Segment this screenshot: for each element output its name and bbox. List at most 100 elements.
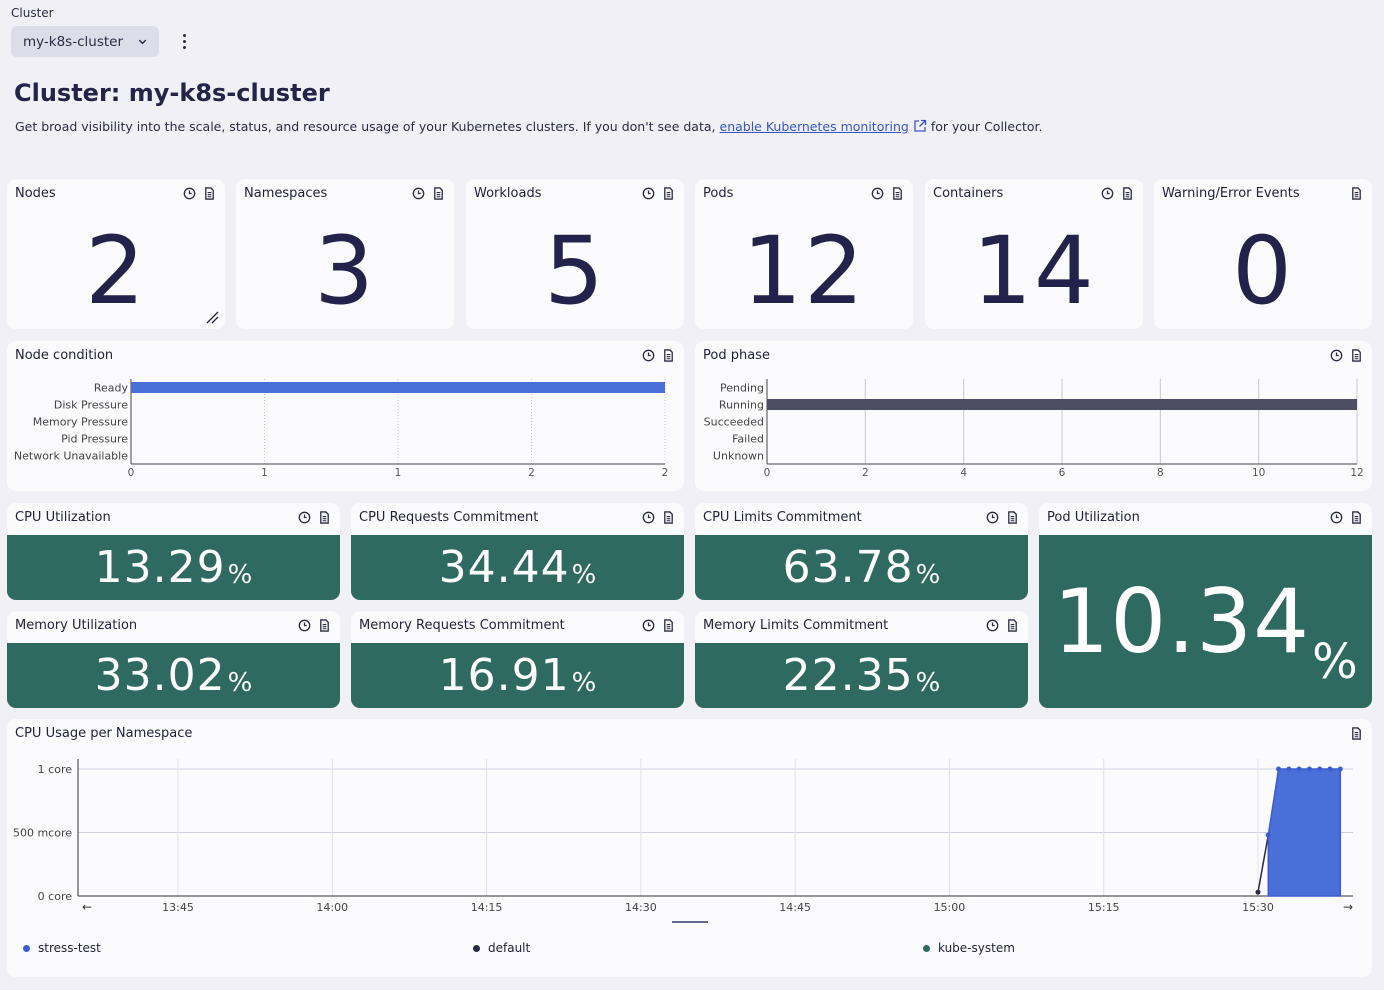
value-tile: 34.44%: [351, 535, 684, 600]
document-icon[interactable]: [1350, 349, 1363, 362]
card-title: Pod Utilization: [1047, 510, 1140, 525]
clock-icon[interactable]: [986, 619, 999, 632]
card-title: Nodes: [15, 186, 56, 201]
stat-value: 14: [972, 217, 1096, 326]
card-actions: [986, 619, 1019, 632]
series-line-default: [1257, 834, 1270, 893]
cpu-requests-card: CPU Requests Commitment 34.44%: [351, 503, 684, 600]
y-tick-label: 1 core: [38, 763, 73, 776]
document-icon[interactable]: [1350, 727, 1363, 740]
memory-requests-card: Memory Requests Commitment 16.91%: [351, 611, 684, 708]
card-title: Memory Limits Commitment: [703, 618, 889, 633]
x-tick-label: 10: [1252, 467, 1265, 479]
document-icon[interactable]: [1121, 187, 1134, 200]
clock-icon[interactable]: [183, 187, 196, 200]
clock-icon[interactable]: [298, 619, 311, 632]
x-tick-label: 6: [1059, 467, 1066, 479]
x-tick-label: 14:15: [471, 901, 503, 914]
cluster-label: Cluster: [11, 6, 54, 20]
percent-unit: %: [571, 668, 597, 698]
document-icon[interactable]: [1006, 619, 1019, 632]
clock-icon[interactable]: [642, 187, 655, 200]
data-point-stress-test: [1276, 766, 1282, 772]
enable-monitoring-link[interactable]: enable Kubernetes monitoring: [719, 119, 909, 134]
document-icon[interactable]: [318, 511, 331, 524]
document-icon[interactable]: [662, 349, 675, 362]
clock-icon[interactable]: [642, 619, 655, 632]
value-tile: 33.02%: [7, 643, 340, 708]
card-actions: [642, 349, 675, 362]
data-point-default: [1255, 889, 1261, 895]
clock-icon[interactable]: [871, 187, 884, 200]
document-icon[interactable]: [891, 187, 904, 200]
document-icon[interactable]: [662, 619, 675, 632]
clock-icon[interactable]: [1101, 187, 1114, 200]
node-condition-chart: 0 1 1 2 2 Ready Disk Pressure Memory Pressure Pi…: [14, 379, 668, 479]
card-title: Memory Utilization: [15, 618, 138, 633]
y-tick-label: 0 core: [38, 890, 73, 903]
category-label: Network Unavailable: [14, 450, 128, 463]
card-title: CPU Utilization: [15, 510, 111, 525]
document-icon[interactable]: [203, 187, 216, 200]
card-actions: [1101, 187, 1134, 200]
pod-phase-card: Pod phase 0 2 4 6 8 10 12 Pending Running Succeed…: [695, 341, 1372, 491]
x-tick-label: 12: [1350, 467, 1363, 479]
data-point-stress-test: [1286, 766, 1292, 772]
x-tick-label: 15:30: [1242, 901, 1274, 914]
percent-value: 34.44: [438, 542, 570, 593]
percent-unit: %: [571, 560, 597, 590]
document-icon[interactable]: [318, 619, 331, 632]
legend-item-default[interactable]: default: [473, 941, 530, 955]
legend-item-kube-system[interactable]: kube-system: [923, 941, 1015, 955]
stat-card-nodes: Nodes 2: [7, 179, 225, 329]
card-actions: [1350, 727, 1363, 740]
cluster-select-value: my-k8s-cluster: [23, 33, 123, 50]
document-icon[interactable]: [1350, 187, 1363, 200]
card-title: Pods: [703, 186, 734, 201]
page-description: Get broad visibility into the scale, sta…: [15, 119, 1042, 134]
x-tick-label: 15:15: [1088, 901, 1120, 914]
percent-value: 22.35: [782, 650, 914, 701]
value-tile: 10.34%: [1039, 535, 1372, 708]
legend-item-stress-test[interactable]: stress-test: [23, 941, 101, 955]
scroll-right-icon: →: [1343, 900, 1353, 914]
card-actions: [183, 187, 216, 200]
clock-icon[interactable]: [642, 349, 655, 362]
document-icon[interactable]: [1350, 511, 1363, 524]
data-point-stress-test: [1337, 766, 1343, 772]
desc-text: Get broad visibility into the scale, sta…: [15, 119, 716, 134]
card-title: Node condition: [15, 348, 114, 363]
card-actions: [298, 511, 331, 524]
data-point-stress-test: [1317, 766, 1323, 772]
clock-icon[interactable]: [412, 187, 425, 200]
clock-icon[interactable]: [986, 511, 999, 524]
percent-unit: %: [227, 560, 253, 590]
clock-icon[interactable]: [1330, 349, 1343, 362]
card-actions: [412, 187, 445, 200]
external-link-icon[interactable]: [913, 119, 927, 133]
document-icon[interactable]: [1006, 511, 1019, 524]
bar: [131, 382, 665, 393]
card-actions: [642, 187, 675, 200]
clock-icon[interactable]: [298, 511, 311, 524]
clock-icon[interactable]: [642, 511, 655, 524]
value-tile: 63.78%: [695, 535, 1028, 600]
cpu-utilization-card: CPU Utilization 13.29%: [7, 503, 340, 600]
card-title: CPU Limits Commitment: [703, 510, 862, 525]
document-icon[interactable]: [432, 187, 445, 200]
cluster-select[interactable]: my-k8s-cluster: [11, 26, 159, 57]
clock-icon[interactable]: [1330, 511, 1343, 524]
x-tick-label: 14:00: [316, 901, 348, 914]
document-icon[interactable]: [662, 187, 675, 200]
more-dot: [182, 45, 186, 49]
category-label: Pid Pressure: [61, 433, 128, 446]
resize-handle-icon[interactable]: [205, 310, 219, 324]
stat-card-containers: Containers 14: [925, 179, 1143, 329]
series-area-stress-test: [1267, 768, 1342, 897]
more-options-button[interactable]: [175, 30, 193, 52]
legend-dot: [923, 944, 930, 952]
legend-dot: [473, 944, 480, 952]
document-icon[interactable]: [662, 511, 675, 524]
category-label: Succeeded: [704, 416, 764, 429]
stat-value: 2: [85, 217, 147, 326]
